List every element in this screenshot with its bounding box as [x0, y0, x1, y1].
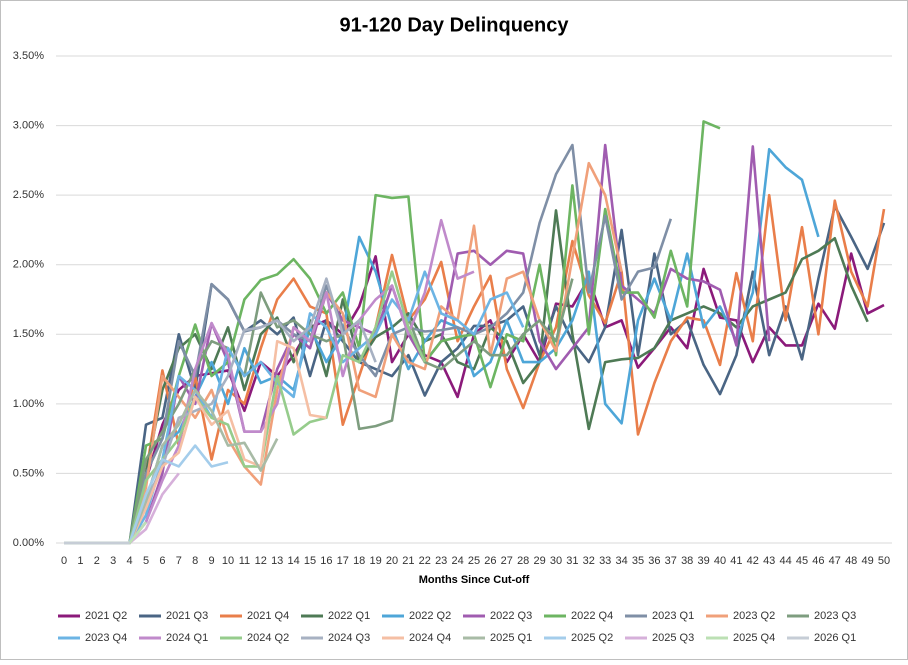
x-tick-label: 40 [714, 555, 726, 567]
x-tick-label: 15 [304, 555, 316, 567]
x-tick-label: 32 [583, 555, 595, 567]
legend-label: 2025 Q4 [733, 632, 775, 644]
x-tick-label: 20 [386, 555, 398, 567]
x-tick-label: 10 [222, 555, 234, 567]
x-tick-label: 46 [812, 555, 824, 567]
x-tick-label: 24 [451, 555, 463, 567]
x-tick-label: 2 [94, 555, 100, 567]
y-tick-label: 2.00% [13, 259, 44, 271]
x-tick-label: 49 [861, 555, 873, 567]
y-tick-label: 3.50% [13, 50, 44, 62]
x-tick-label: 0 [61, 555, 67, 567]
x-tick-label: 6 [159, 555, 165, 567]
x-tick-label: 31 [566, 555, 578, 567]
legend-label: 2021 Q3 [166, 610, 208, 622]
x-tick-label: 42 [747, 555, 759, 567]
x-tick-label: 3 [110, 555, 116, 567]
x-tick-label: 44 [779, 555, 791, 567]
x-tick-label: 22 [419, 555, 431, 567]
x-tick-label: 43 [763, 555, 775, 567]
x-tick-label: 47 [829, 555, 841, 567]
series-line [64, 120, 721, 545]
y-tick-label: 1.00% [13, 398, 44, 410]
y-tick-label: 0.00% [13, 537, 44, 549]
x-tick-label: 16 [320, 555, 332, 567]
y-tick-label: 0.50% [13, 467, 44, 479]
x-tick-label: 13 [271, 555, 283, 567]
x-tick-label: 21 [402, 555, 414, 567]
x-tick-label: 27 [501, 555, 513, 567]
x-tick-label: 48 [845, 555, 857, 567]
x-tick-label: 5 [143, 555, 149, 567]
y-tick-label: 1.50% [13, 328, 44, 340]
x-tick-label: 34 [615, 555, 627, 567]
x-tick-label: 7 [176, 555, 182, 567]
legend-label: 2025 Q1 [490, 632, 532, 644]
chart-title: 91-120 Day Delinquency [340, 14, 570, 36]
legend-label: 2025 Q2 [571, 632, 613, 644]
x-tick-label: 26 [484, 555, 496, 567]
legend-label: 2023 Q3 [814, 610, 856, 622]
legend-label: 2023 Q4 [85, 632, 127, 644]
y-tick-label: 3.00% [13, 119, 44, 131]
x-tick-label: 33 [599, 555, 611, 567]
x-tick-label: 29 [533, 555, 545, 567]
x-tick-label: 14 [287, 555, 299, 567]
x-tick-label: 39 [697, 555, 709, 567]
x-tick-label: 4 [127, 555, 133, 567]
legend-label: 2022 Q1 [328, 610, 370, 622]
legend-label: 2024 Q3 [328, 632, 370, 644]
x-tick-label: 36 [648, 555, 660, 567]
x-tick-label: 17 [337, 555, 349, 567]
legend-label: 2025 Q3 [652, 632, 694, 644]
x-tick-label: 19 [369, 555, 381, 567]
y-tick-label: 2.50% [13, 189, 44, 201]
series-line [64, 278, 574, 545]
x-tick-label: 41 [730, 555, 742, 567]
legend-label: 2024 Q1 [166, 632, 208, 644]
legend-label: 2024 Q2 [247, 632, 289, 644]
x-tick-label: 28 [517, 555, 529, 567]
legend-label: 2026 Q1 [814, 632, 856, 644]
legend-label: 2023 Q1 [652, 610, 694, 622]
series-line [64, 270, 525, 545]
legend-label: 2022 Q2 [409, 610, 451, 622]
series-line [64, 161, 623, 545]
x-tick-label: 8 [192, 555, 198, 567]
legend-label: 2021 Q4 [247, 610, 289, 622]
series-line [64, 143, 673, 545]
x-tick-label: 11 [239, 555, 250, 567]
x-tick-label: 35 [632, 555, 644, 567]
x-tick-label: 23 [435, 555, 447, 567]
x-tick-label: 45 [796, 555, 808, 567]
x-tick-label: 30 [550, 555, 562, 567]
x-tick-label: 50 [878, 555, 890, 567]
legend-label: 2024 Q4 [409, 632, 451, 644]
x-axis-title: Months Since Cut-off [419, 574, 530, 586]
x-tick-label: 9 [209, 555, 215, 567]
series-line [64, 209, 869, 545]
x-tick-label: 37 [665, 555, 677, 567]
legend-label: 2021 Q2 [85, 610, 127, 622]
x-tick-label: 25 [468, 555, 480, 567]
x-tick-label: 1 [77, 555, 83, 567]
x-tick-label: 18 [353, 555, 365, 567]
legend-label: 2022 Q3 [490, 610, 532, 622]
x-tick-label: 12 [255, 555, 267, 567]
x-tick-label: 38 [681, 555, 693, 567]
legend-label: 2022 Q4 [571, 610, 613, 622]
legend-label: 2023 Q2 [733, 610, 775, 622]
